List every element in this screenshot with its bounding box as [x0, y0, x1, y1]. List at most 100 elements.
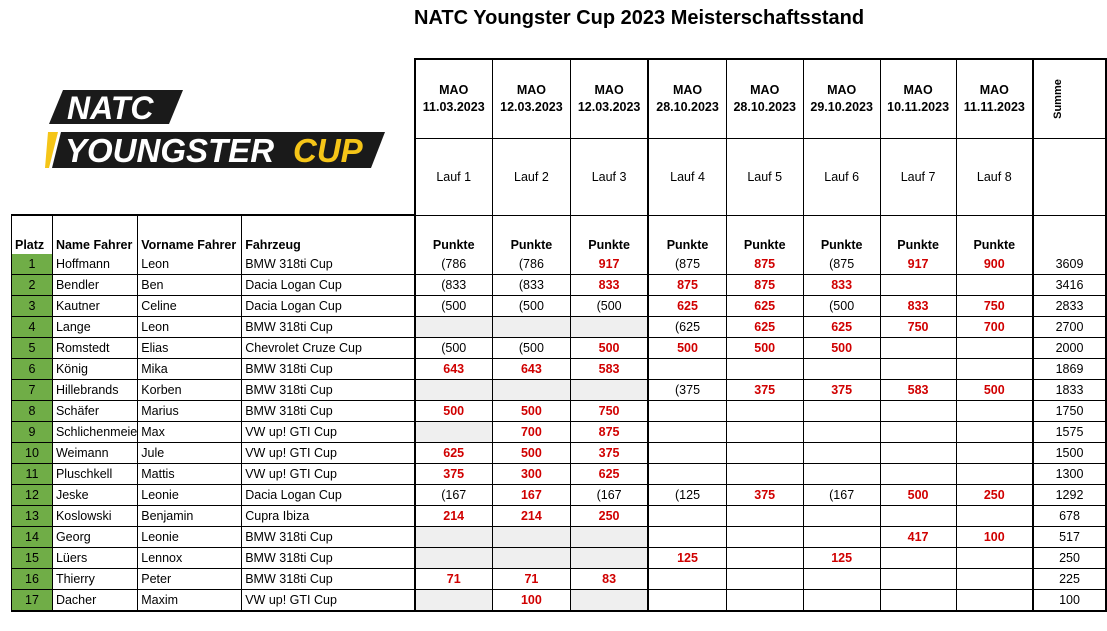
summe-cell: 2000	[1032, 337, 1107, 359]
fahrzeug-cell: VW up! GTI Cup	[241, 463, 415, 485]
vorname-cell: Korben	[137, 379, 243, 401]
table-row: 7 Hillebrands Korben BMW 318ti Cup (375 375 37…	[11, 379, 1107, 401]
name-cell: König	[51, 358, 139, 380]
table-row: 13 Koslowski Benjamin Cupra Ibiza 214 214 250 6…	[11, 505, 1107, 527]
points-cell: (500	[569, 295, 650, 317]
fahrzeug-cell: Chevrolet Cruze Cup	[241, 337, 415, 359]
summe-cell: 1869	[1032, 358, 1107, 380]
points-cell: 625	[802, 316, 881, 338]
summe-cell: 1750	[1032, 400, 1107, 422]
fahrzeug-cell: VW up! GTI Cup	[241, 589, 415, 612]
points-cell	[802, 505, 881, 527]
points-cell	[879, 421, 957, 443]
fahrzeug-cell: BMW 318ti Cup	[241, 379, 415, 401]
points-cell	[413, 589, 493, 612]
column-header-row: Platz Name Fahrer Vorname Fahrer Fahrzeu…	[11, 214, 1107, 254]
points-cell: 875	[569, 421, 650, 443]
points-cell	[569, 379, 650, 401]
summe-cell: 3416	[1032, 274, 1107, 296]
platz-cell: 6	[11, 358, 53, 380]
summe-cell: 100	[1032, 589, 1107, 612]
vorname-cell: Peter	[137, 568, 243, 590]
fahrzeug-cell: BMW 318ti Cup	[241, 358, 415, 380]
points-cell: 125	[802, 547, 881, 569]
points-cell	[491, 547, 571, 569]
table-row: 10 Weimann Jule VW up! GTI Cup 625 500 375 1500	[11, 442, 1107, 464]
table-row: 14 Georg Leonie BMW 318ti Cup 417 100 517	[11, 526, 1107, 548]
points-cell: 583	[569, 358, 650, 380]
points-cell: 625	[647, 295, 727, 317]
points-cell: (167	[802, 484, 881, 506]
table-row: 1 Hoffmann Leon BMW 318ti Cup (786 (786 917 (87…	[11, 254, 1107, 275]
points-cell	[802, 442, 881, 464]
vorname-cell: Mika	[137, 358, 243, 380]
platz-cell: 9	[11, 421, 53, 443]
points-cell: (125	[647, 484, 727, 506]
points-cell	[955, 400, 1034, 422]
name-cell: Georg	[51, 526, 139, 548]
points-cell: 833	[802, 274, 881, 296]
vorname-cell: Benjamin	[137, 505, 243, 527]
fahrzeug-cell: VW up! GTI Cup	[241, 442, 415, 464]
points-cell: (500	[802, 295, 881, 317]
platz-cell: 4	[11, 316, 53, 338]
points-cell	[413, 421, 493, 443]
summe-header: Summe	[1052, 78, 1064, 119]
points-cell	[955, 463, 1034, 485]
lauf-row: Lauf 1 Lauf 2 Lauf 3 Lauf 4 Lauf 5 Lauf …	[12, 137, 1107, 215]
points-cell	[802, 400, 881, 422]
fahrzeug-cell: Dacia Logan Cup	[241, 484, 415, 506]
summe-cell: 250	[1032, 547, 1107, 569]
points-cell	[491, 526, 571, 548]
points-cell	[491, 316, 571, 338]
name-header: Name Fahrer	[51, 214, 139, 254]
summe-cell: 1500	[1032, 442, 1107, 464]
points-cell: 643	[413, 358, 493, 380]
points-cell	[725, 442, 804, 464]
points-cell: 875	[725, 274, 804, 296]
points-cell	[569, 316, 650, 338]
points-cell	[879, 505, 957, 527]
summe-cell: 1300	[1032, 463, 1107, 485]
points-cell	[802, 463, 881, 485]
summe-cell: 1292	[1032, 484, 1107, 506]
points-cell: 500	[569, 337, 650, 359]
points-cell: 214	[491, 505, 571, 527]
points-cell	[955, 589, 1034, 612]
points-cell	[879, 589, 957, 612]
fahrzeug-cell: BMW 318ti Cup	[241, 568, 415, 590]
points-cell	[647, 400, 727, 422]
fahrzeug-cell: Cupra Ibiza	[241, 505, 415, 527]
race-header-row: MAO 11.03.2023 MAO 12.03.2023 MAO 12.03.202…	[12, 58, 1107, 138]
points-cell: (625	[647, 316, 727, 338]
points-cell: 375	[802, 379, 881, 401]
name-cell: Weimann	[51, 442, 139, 464]
platz-cell: 16	[11, 568, 53, 590]
platz-cell: 8	[11, 400, 53, 422]
points-cell: 900	[955, 254, 1034, 275]
points-cell: 750	[955, 295, 1034, 317]
points-cell: (500	[491, 337, 571, 359]
platz-cell: 3	[11, 295, 53, 317]
points-cell	[802, 589, 881, 612]
points-cell	[569, 589, 650, 612]
page-title: NATC Youngster Cup 2023 Meisterschaftsst…	[414, 7, 865, 29]
vorname-cell: Leonie	[137, 484, 243, 506]
points-cell: 833	[879, 295, 957, 317]
platz-cell: 13	[11, 505, 53, 527]
fahrzeug-cell: BMW 318ti Cup	[241, 400, 415, 422]
points-cell	[725, 526, 804, 548]
points-cell: (833	[413, 274, 493, 296]
points-cell: 375	[413, 463, 493, 485]
points-cell	[955, 505, 1034, 527]
points-cell	[491, 379, 571, 401]
svg-text:YOUNGSTER: YOUNGSTER	[65, 132, 274, 169]
points-cell	[879, 568, 957, 590]
points-cell	[647, 505, 727, 527]
points-cell: 250	[955, 484, 1034, 506]
points-cell: (786	[491, 254, 571, 275]
table-row: 3 Kautner Celine Dacia Logan Cup (500 (500 (50…	[11, 295, 1107, 317]
points-cell	[955, 442, 1034, 464]
points-cell	[879, 463, 957, 485]
points-cell: 375	[725, 379, 804, 401]
